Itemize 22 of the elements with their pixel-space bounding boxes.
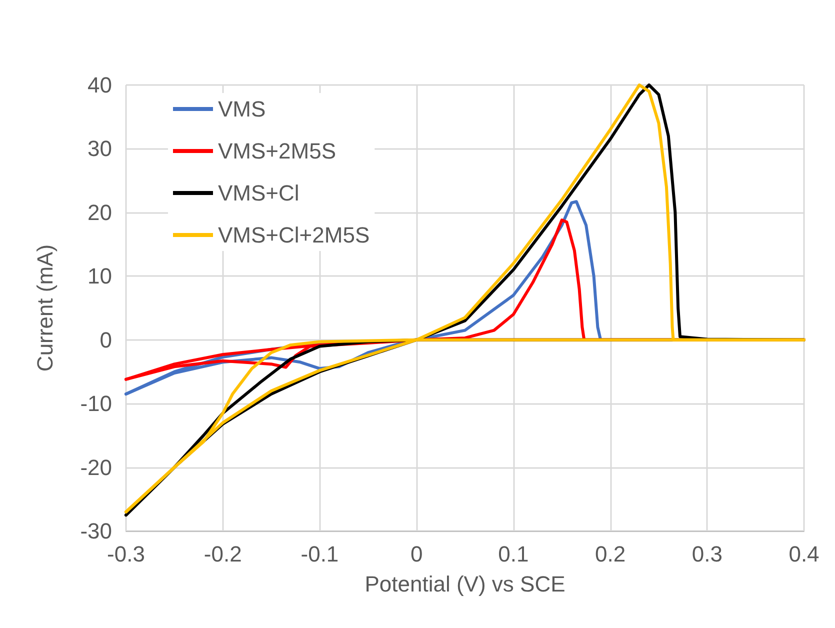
x-tick-label: -0.3 (107, 542, 145, 566)
x-tick-label: 0.3 (692, 542, 722, 566)
y-tick-label: 10 (88, 264, 112, 289)
x-tick-label: 0.4 (788, 542, 820, 566)
legend-label: VMS (218, 96, 266, 122)
x-tick-label: 0 (410, 542, 423, 566)
legend-label: VMS+Cl+2M5S (218, 222, 370, 248)
x-tick-label: 0.2 (594, 542, 626, 566)
y-tick-label: 20 (88, 200, 112, 225)
y-tick-label: -20 (80, 454, 112, 480)
y-tick-label: 30 (88, 136, 112, 162)
y-axis-title: Current (mA) (32, 244, 58, 372)
y-tick-label: 0 (100, 327, 112, 352)
y-tick-label: 40 (88, 72, 112, 98)
y-tick-label: -30 (80, 518, 112, 544)
y-tick-label: -10 (80, 391, 112, 416)
legend-label: VMS+2M5S (218, 138, 336, 164)
legend-label: VMS+Cl (218, 180, 300, 206)
x-tick-label: -0.2 (204, 542, 242, 566)
x-tick-label: 0.1 (498, 542, 529, 566)
x-axis-title: Potential (V) vs SCE (364, 572, 566, 596)
x-tick-label: -0.1 (300, 542, 339, 566)
